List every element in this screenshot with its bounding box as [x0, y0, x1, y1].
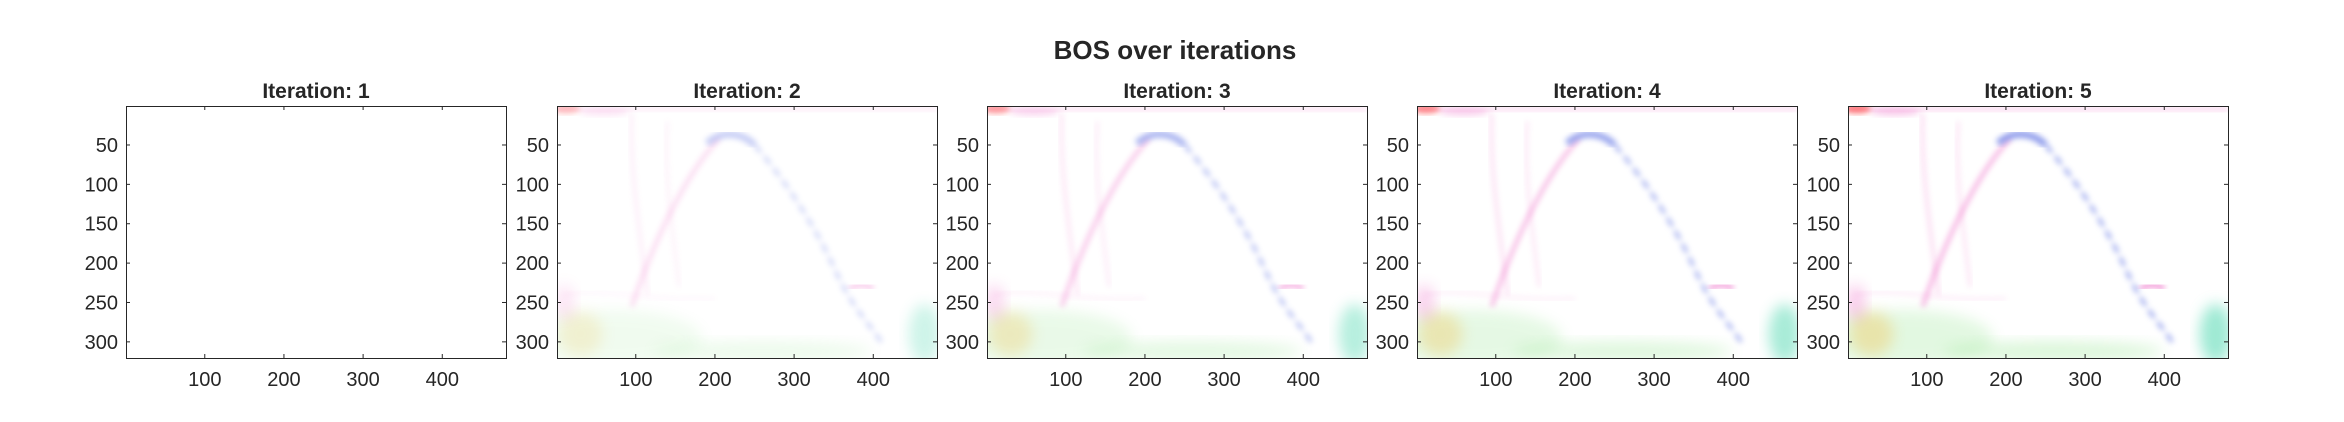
subplot-1: 100 200 300 400 50 100 150 200 250 300 Iteration: … — [85, 80, 507, 391]
x-tick-label: 400 — [426, 369, 459, 391]
y-tick-label: 100 — [1376, 174, 1409, 196]
subplot-title: Iteration: 5 — [1984, 80, 2092, 103]
y-tick-label: 250 — [1807, 292, 1840, 314]
x-tick-label: 300 — [777, 369, 810, 391]
subplot-5: 100 200 300 400 50 100 150 200 250 300 Iteration: … — [1807, 80, 2229, 391]
x-tick-label: 400 — [1287, 369, 1320, 391]
bos-features — [1848, 106, 2228, 358]
subplot-2: 100 200 300 400 50 100 150 200 250 300 Iteration: … — [516, 80, 938, 391]
bos-features — [557, 106, 937, 358]
subplot-title: Iteration: 4 — [1553, 80, 1661, 103]
y-tick-label: 50 — [957, 135, 979, 157]
x-tick-label: 200 — [698, 369, 731, 391]
y-tick-label: 250 — [516, 292, 549, 314]
y-tick-label: 150 — [516, 214, 549, 236]
y-tick-label: 200 — [1376, 253, 1409, 275]
axes-frame — [557, 106, 938, 359]
x-tick-label: 100 — [1479, 369, 1512, 391]
x-tick-label: 100 — [1910, 369, 1943, 391]
y-tick-label: 50 — [527, 135, 549, 157]
y-tick-label: 300 — [85, 332, 118, 354]
y-tick-label: 150 — [85, 214, 118, 236]
y-tick-label: 100 — [1807, 174, 1840, 196]
y-tick-label: 200 — [1807, 253, 1840, 275]
axes-frame — [1417, 106, 1798, 359]
x-tick-label: 100 — [619, 369, 652, 391]
y-tick-label: 100 — [516, 174, 549, 196]
heatmap-image — [126, 106, 506, 358]
x-tick-label: 400 — [2148, 369, 2181, 391]
x-tick-label: 300 — [346, 369, 379, 391]
x-tick-label: 200 — [1558, 369, 1591, 391]
y-tick-label: 150 — [1376, 214, 1409, 236]
x-tick-label: 300 — [1207, 369, 1240, 391]
subplot-title: Iteration: 2 — [693, 80, 800, 103]
x-tick-label: 100 — [188, 369, 221, 391]
x-tick-label: 400 — [857, 369, 890, 391]
y-tick-label: 100 — [85, 174, 118, 196]
y-tick-label: 200 — [85, 253, 118, 275]
y-tick-label: 250 — [1376, 292, 1409, 314]
axes-frame — [1848, 106, 2229, 359]
y-tick-label: 50 — [96, 135, 118, 157]
y-tick-label: 50 — [1818, 135, 1840, 157]
y-tick-label: 300 — [1376, 332, 1409, 354]
axes-frame — [126, 106, 507, 359]
subplot-grid: 100 200 300 400 50 100 150 200 250 300 Iteration: … — [85, 80, 2229, 391]
figure-title: BOS over iterations — [1054, 35, 1297, 65]
y-tick-label: 300 — [946, 332, 979, 354]
x-tick-label: 400 — [1717, 369, 1750, 391]
x-tick-label: 200 — [1128, 369, 1161, 391]
y-tick-label: 250 — [85, 292, 118, 314]
subplot-4: 100 200 300 400 50 100 150 200 250 300 Iteration: … — [1376, 80, 1798, 391]
y-tick-label: 150 — [1807, 214, 1840, 236]
x-tick-label: 300 — [1637, 369, 1670, 391]
y-tick-label: 300 — [516, 332, 549, 354]
x-tick-label: 100 — [1049, 369, 1082, 391]
bos-features — [987, 106, 1367, 358]
y-tick-label: 100 — [946, 174, 979, 196]
y-tick-label: 300 — [1807, 332, 1840, 354]
x-tick-label: 200 — [1989, 369, 2022, 391]
axes-frame — [987, 106, 1368, 359]
y-tick-label: 50 — [1387, 135, 1409, 157]
subplot-title: Iteration: 3 — [1123, 80, 1230, 103]
x-tick-label: 200 — [267, 369, 300, 391]
y-tick-label: 200 — [946, 253, 979, 275]
subplot-title: Iteration: 1 — [262, 80, 370, 103]
bos-features — [1417, 106, 1797, 358]
subplot-3: 100 200 300 400 50 100 150 200 250 300 Iteration: … — [946, 80, 1368, 391]
y-tick-label: 200 — [516, 253, 549, 275]
y-tick-label: 250 — [946, 292, 979, 314]
y-tick-label: 150 — [946, 214, 979, 236]
x-tick-label: 300 — [2068, 369, 2101, 391]
